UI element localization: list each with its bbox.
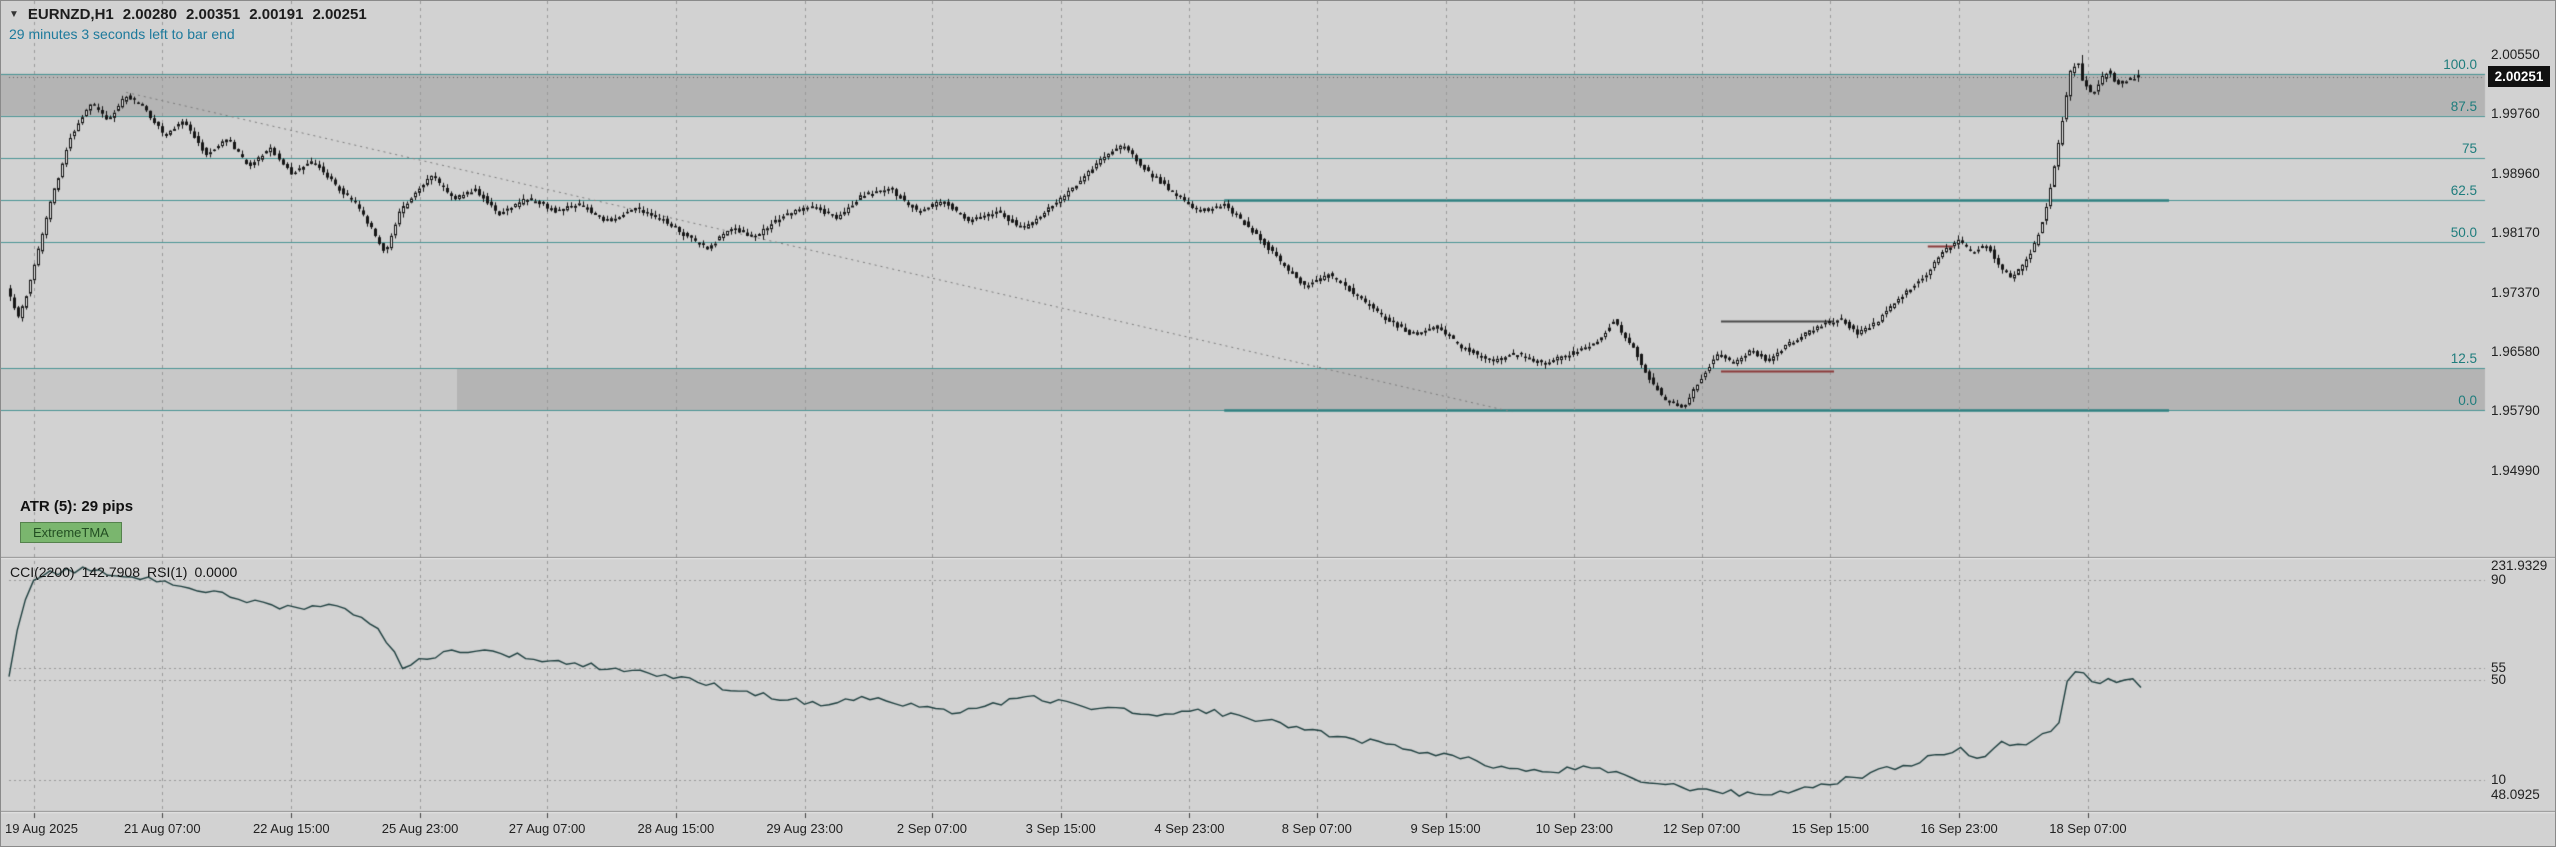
price-chart-canvas[interactable] — [1, 1, 2555, 846]
mt4-chart-window: ▼ EURNZD,H1 2.00280 2.00351 2.00191 2.00… — [0, 0, 2556, 847]
